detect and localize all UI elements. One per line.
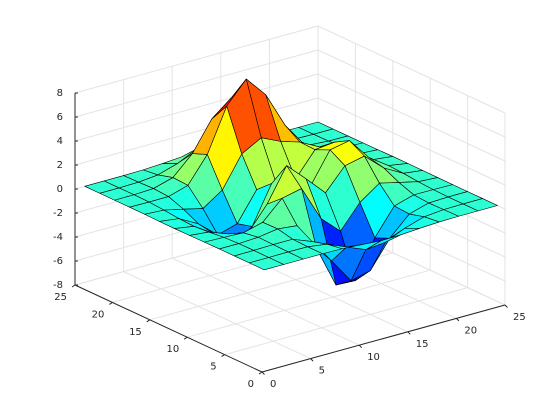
x-tick-label: 10 <box>367 352 380 363</box>
x-tick <box>310 358 314 362</box>
x-axis <box>261 304 506 373</box>
x-tick <box>358 344 363 349</box>
z-tick-label: 0 <box>57 184 63 195</box>
x-tick-label: 0 <box>270 379 276 390</box>
surface-face <box>226 78 262 155</box>
grid-line <box>171 257 360 346</box>
z-tick-label: -2 <box>53 208 63 219</box>
grid-line <box>74 25 319 94</box>
x-tick-label: 20 <box>464 325 477 336</box>
y-tick <box>71 284 76 288</box>
z-tick-label: 8 <box>57 88 63 99</box>
surface <box>84 78 498 286</box>
y-axis <box>74 284 263 373</box>
y-tick <box>221 354 225 358</box>
grid-line <box>187 269 431 338</box>
grid-line <box>317 25 506 114</box>
y-tick-label: 20 <box>92 309 105 320</box>
x-tick <box>456 318 460 322</box>
z-tick-label: 4 <box>57 136 63 147</box>
y-tick-label: 15 <box>129 327 142 338</box>
y-tick-label: 5 <box>210 362 216 373</box>
y-tick-label: 10 <box>166 344 179 355</box>
grid-line <box>74 73 319 142</box>
y-tick <box>146 319 151 323</box>
grid-line <box>317 97 506 186</box>
y-tick-label: 0 <box>248 379 254 390</box>
surface-face <box>248 257 284 271</box>
y-tick-label: 25 <box>54 292 67 303</box>
x-tick-label: 15 <box>416 339 429 350</box>
grid-line <box>317 73 506 162</box>
grid-line <box>317 49 506 138</box>
z-tick-label: 2 <box>57 160 63 171</box>
grid-line <box>74 49 319 118</box>
z-tick-label: 6 <box>57 112 63 123</box>
grid-line <box>123 271 311 360</box>
x-tick-label: 5 <box>319 366 325 377</box>
x-tick <box>407 331 411 335</box>
z-tick-label: -8 <box>53 280 63 291</box>
grid-line <box>224 287 468 356</box>
y-tick <box>183 336 188 340</box>
x-tick-label: 25 <box>513 312 526 323</box>
y-tick <box>109 301 113 305</box>
x-tick <box>504 304 508 308</box>
grid-line <box>74 97 319 166</box>
z-tick-label: -4 <box>53 232 63 243</box>
x-tick <box>261 371 265 375</box>
z-tick-label: -6 <box>53 256 63 267</box>
y-tick <box>258 371 263 375</box>
